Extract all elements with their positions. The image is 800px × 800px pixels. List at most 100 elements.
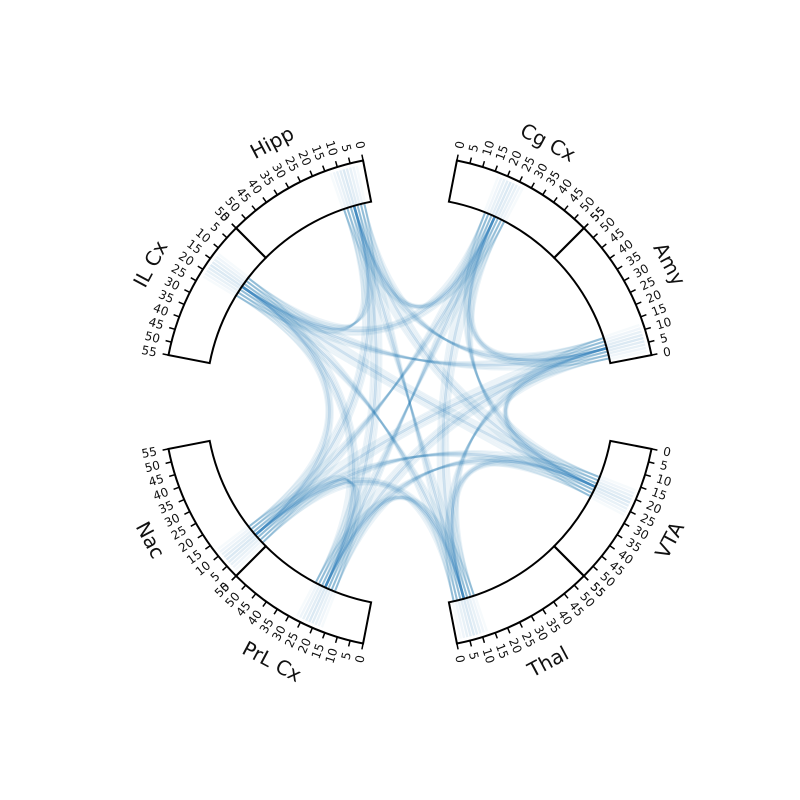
tick-label-vta: 15 [650, 485, 669, 503]
link-amy-il [243, 282, 608, 368]
link-hipp-il [247, 202, 376, 327]
tick-label-amy: 15 [650, 301, 669, 319]
sector-band-vta [592, 491, 628, 510]
link-hipp-amy [342, 208, 605, 355]
link-cg-amy [469, 217, 607, 360]
sector-band-amy [603, 323, 640, 339]
link-amy-vta [503, 343, 607, 492]
tick-label-hipp: 0 [352, 140, 367, 150]
link-vta-nac [254, 452, 597, 536]
tick-amy [648, 339, 655, 343]
tick-prl [334, 636, 339, 644]
sector-band-cg [496, 182, 515, 219]
link-vta-prl [317, 461, 593, 585]
sector-band-thal [454, 600, 466, 639]
link-vta-prl [320, 460, 595, 587]
sector-band-il [217, 253, 250, 279]
link-amy-prl [314, 337, 605, 584]
link-thal-nac [252, 479, 469, 599]
tick-amy [629, 289, 636, 294]
link-thal-prl [317, 495, 472, 598]
tick-cg [469, 157, 473, 164]
link-prl-il [241, 285, 355, 589]
tick-label-amy: 30 [631, 261, 651, 281]
link-thal-prl [333, 498, 455, 602]
link-hipp-vta [363, 202, 600, 479]
tick-label-il: 20 [176, 249, 196, 269]
sector-outline-cg [447, 159, 586, 260]
link-amy-thal [449, 350, 608, 600]
link-vta-nac [250, 454, 593, 531]
tick-il [221, 233, 228, 239]
tick-amy [623, 277, 630, 282]
tick-il [162, 353, 169, 356]
link-nac-il [243, 282, 332, 539]
tick-label-prl: 30 [269, 623, 289, 643]
link-hipp-thal [349, 206, 469, 599]
link-hipp-prl [314, 208, 373, 584]
tick-label-hipp: 10 [323, 139, 341, 158]
sector-band-cg [483, 176, 500, 213]
sector-band-amy [607, 343, 646, 355]
tick-thal [469, 640, 473, 647]
link-cg-prl [320, 217, 500, 587]
link-hipp-nac [261, 202, 377, 544]
link-hipp-thal [346, 207, 472, 598]
link-amy-thal [453, 343, 607, 599]
link-cg-nac [261, 212, 487, 544]
link-cg-nac [259, 213, 490, 541]
link-thal-prl [314, 494, 475, 597]
tick-vta [635, 498, 642, 503]
tick-label-amy: 0 [662, 344, 672, 359]
sector-band-thal [473, 595, 489, 632]
tick-label-hipp: 20 [295, 148, 314, 168]
link-prl-nac [261, 481, 362, 592]
tick-vta [623, 522, 630, 527]
link-cg-amy [465, 213, 609, 366]
tick-thal [518, 621, 523, 628]
tick-label-nac: 55 [140, 444, 158, 461]
link-hipp-nac [250, 207, 366, 531]
link-prl-nac [254, 478, 357, 589]
tick-cg [530, 182, 535, 189]
tick-label-il: 30 [162, 274, 182, 293]
link-hipp-il [243, 204, 371, 329]
link-hipp-prl [327, 204, 379, 590]
tick-amy [592, 233, 599, 239]
link-hipp-vta [356, 204, 598, 485]
tick-cg [494, 165, 499, 172]
link-hipp-prl [330, 203, 381, 591]
tick-label-nac: 40 [151, 485, 170, 503]
sector-band-thal [468, 596, 482, 634]
tick-label-cg: 25 [519, 154, 538, 174]
sector-band-prl [305, 585, 324, 622]
link-prl-nac [247, 474, 352, 584]
link-thal-nac [250, 478, 472, 598]
link-hipp-nac [259, 203, 374, 541]
tick-label-hipp: 15 [309, 143, 327, 162]
tick-vta [640, 486, 647, 491]
tick-label-nac: 50 [143, 458, 161, 475]
tick-nac [204, 544, 211, 550]
link-thal-prl [323, 496, 466, 600]
link-amy-nac [250, 340, 606, 531]
tick-prl [321, 632, 326, 639]
sector-band-nac [219, 527, 251, 553]
tick-nac [168, 473, 176, 478]
link-thal-prl [327, 497, 462, 600]
tick-prl [262, 601, 268, 608]
tick-vta [644, 473, 652, 478]
sector-band-il [204, 272, 238, 295]
sector-band-hipp [355, 165, 367, 204]
sector-band-nac [227, 536, 258, 564]
link-hipp-amy [349, 206, 607, 359]
sector-band-il [215, 255, 248, 281]
link-cg-thal [438, 213, 490, 601]
tick-label-thal: 10 [480, 646, 498, 665]
tick-label-prl: 35 [257, 616, 277, 636]
sector-band-hipp [352, 166, 364, 204]
sector-band-prl [308, 587, 327, 623]
